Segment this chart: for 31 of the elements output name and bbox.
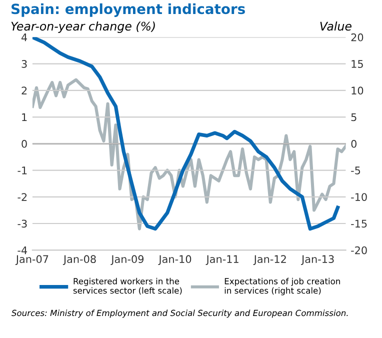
y-tick-label: -2 xyxy=(18,193,27,201)
y2-tick-label: 15 xyxy=(352,60,363,68)
x-tick-label: Jan-13 xyxy=(301,255,334,265)
x-tick-label: Jan-08 xyxy=(62,255,96,265)
y-tick-label: -1 xyxy=(18,166,27,174)
x-tick-label: Jan-11 xyxy=(206,255,238,265)
legend-label: Expectations of job creation in services (right scale) xyxy=(224,278,340,296)
legend-label: Registered workers in the services sector (left scale) xyxy=(73,278,182,295)
x-tick-label: Jan-10 xyxy=(158,255,192,265)
x-tick-label: Jan-12 xyxy=(253,255,286,265)
y2-tick-label: -10 xyxy=(351,193,367,201)
y-axis-title: Year-on-year change (%) xyxy=(11,21,155,33)
y-tick-label: 4 xyxy=(21,34,28,42)
x-tick-label: Jan-09 xyxy=(110,255,144,265)
source-note: Sources: Ministry of Employment and Social Security and European Commission. xyxy=(12,310,348,318)
y-tick-label: -4 xyxy=(18,246,28,254)
y-tick-label: -3 xyxy=(18,220,27,228)
y2-tick-label: -5 xyxy=(351,166,360,174)
y2-tick-label: 10 xyxy=(352,86,364,95)
y2-axis-title: Value xyxy=(320,21,352,31)
y2-tick-label: 0 xyxy=(351,140,357,148)
y2-tick-label: -15 xyxy=(351,220,367,228)
chart-title: Spain: employment indicators xyxy=(12,3,245,17)
y2-tick-label: -20 xyxy=(351,246,367,254)
y2-tick-label: 20 xyxy=(351,33,364,42)
y-tick-label: 1 xyxy=(22,113,27,121)
y-tick-label: 0 xyxy=(22,140,27,148)
x-tick-label: Jan-07 xyxy=(15,255,48,265)
y-tick-label: 2 xyxy=(22,86,27,94)
y-tick-label: 3 xyxy=(22,60,27,68)
y2-tick-label: 5 xyxy=(351,113,356,122)
